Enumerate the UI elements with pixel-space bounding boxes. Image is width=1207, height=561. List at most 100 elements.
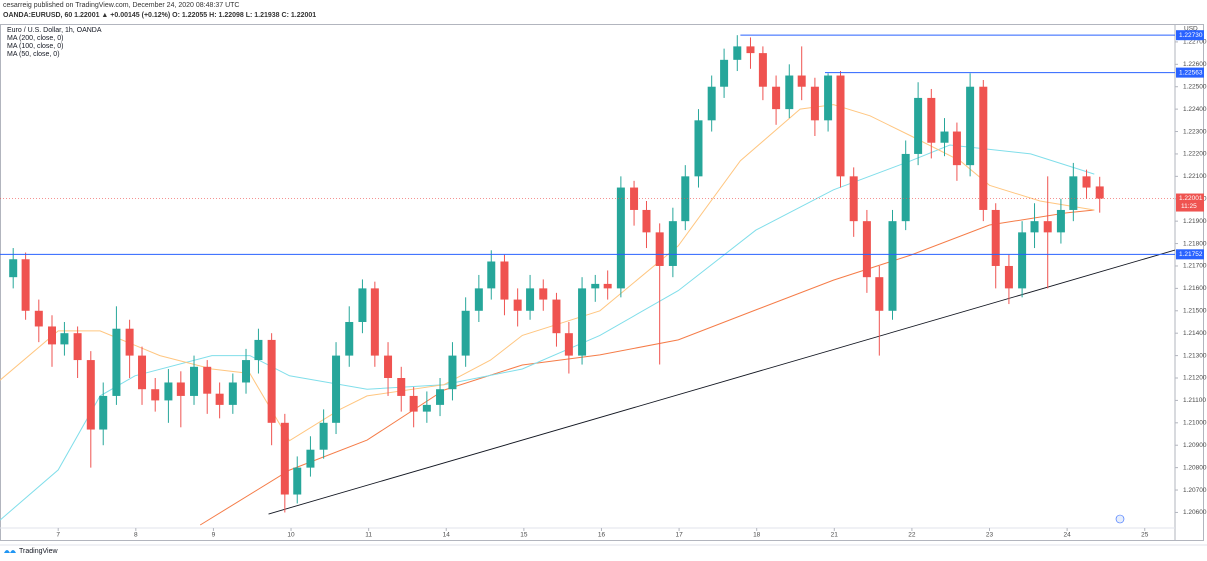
- y-tick-label: 1.22400: [1183, 106, 1207, 113]
- y-tick-label: 1.20600: [1183, 509, 1207, 516]
- candle-body: [901, 153, 910, 222]
- candle-body: [694, 120, 703, 177]
- candle-body: [73, 333, 82, 361]
- candle-body: [47, 326, 56, 345]
- y-tick-label: 1.22200: [1183, 151, 1207, 158]
- x-tick-label: 16: [598, 532, 606, 539]
- candle-body: [254, 339, 263, 361]
- brand: TradingView: [19, 548, 58, 555]
- candle-body: [436, 389, 445, 405]
- candle-body: [384, 355, 393, 379]
- candle-body: [242, 360, 251, 383]
- candle-body: [1004, 265, 1013, 289]
- candle-body: [513, 299, 522, 311]
- y-tick-label: 1.22500: [1183, 83, 1207, 90]
- y-tick-label: 1.21600: [1183, 285, 1207, 292]
- x-tick-label: 14: [443, 532, 451, 539]
- level-label: 1.21752: [1179, 251, 1203, 258]
- candle-body: [190, 366, 199, 396]
- x-tick-label: 24: [1064, 532, 1072, 539]
- candle-body: [836, 75, 845, 177]
- y-tick-label: 1.21300: [1183, 352, 1207, 359]
- candle-body: [785, 75, 794, 110]
- candle-body: [21, 259, 30, 311]
- level-label-box: [1176, 249, 1204, 260]
- candle-body: [810, 86, 819, 121]
- candle-body: [99, 395, 108, 430]
- candle-body: [60, 333, 69, 345]
- candle-body: [474, 288, 483, 311]
- y-tick-label: 1.22100: [1183, 173, 1207, 180]
- candle-body: [228, 382, 237, 405]
- candle-body: [358, 288, 367, 322]
- candle-body: [448, 355, 457, 390]
- candle-body: [526, 288, 535, 311]
- y-tick-label: 1.22600: [1183, 61, 1207, 68]
- ma-line: [199, 209, 1095, 526]
- x-tick-label: 15: [520, 532, 528, 539]
- candle-body: [824, 75, 833, 121]
- candle-body: [293, 467, 302, 495]
- candle-body: [409, 395, 418, 412]
- candle-body: [500, 261, 509, 300]
- candle-body: [397, 378, 406, 396]
- y-tick-label: 1.20800: [1183, 464, 1207, 471]
- candle-body: [487, 261, 496, 289]
- x-tick-label: 21: [831, 532, 839, 539]
- candle-body: [203, 366, 212, 394]
- current-price-time: 11:25: [1181, 203, 1197, 210]
- candle-body: [914, 97, 923, 154]
- candle-body: [164, 382, 173, 401]
- x-tick-label: 25: [1141, 532, 1149, 539]
- chart-title: Euro / U.S. Dollar, 1h, OANDA: [7, 27, 102, 34]
- y-tick-label: 1.22700: [1183, 39, 1207, 46]
- candle-body: [151, 389, 160, 401]
- candle-body: [862, 221, 871, 278]
- candle-body: [849, 176, 858, 222]
- candle-body: [991, 209, 1000, 266]
- y-tick-label: 1.22300: [1183, 128, 1207, 135]
- current-price-label: 1.22001: [1179, 195, 1203, 202]
- x-tick-label: 18: [753, 532, 761, 539]
- x-tick-label: 22: [908, 532, 916, 539]
- candle-body: [9, 259, 18, 278]
- candle-body: [578, 288, 587, 356]
- candle-body: [306, 449, 315, 468]
- symbol-line: OANDA:EURUSD, 60 1.22001 ▲ +0.00145 (+0.…: [3, 12, 316, 19]
- candle-body: [539, 288, 548, 300]
- candle-body: [1018, 232, 1027, 289]
- candle-body: [642, 209, 651, 233]
- candle-body: [319, 422, 328, 450]
- candle-body: [888, 221, 897, 311]
- x-tick-label: 17: [675, 532, 683, 539]
- candle-body: [668, 221, 677, 266]
- current-price-box: [1176, 193, 1204, 212]
- candle-body: [422, 404, 431, 412]
- y-tick-label: 1.21400: [1183, 330, 1207, 337]
- y-tick-label: 1.20900: [1183, 442, 1207, 449]
- candle-body: [797, 75, 806, 87]
- y-tick-label: 1.21200: [1183, 375, 1207, 382]
- author-line: cesarreig published on TradingView.com, …: [3, 2, 239, 9]
- candle-body: [280, 422, 289, 495]
- x-tick-label: 11: [365, 532, 372, 539]
- icon: [1115, 514, 1125, 524]
- level-label-box: [1176, 67, 1204, 78]
- candle-body: [746, 46, 755, 54]
- candle-body: [591, 283, 600, 289]
- ma-line: [0, 144, 1095, 521]
- y-tick-label: 1.21800: [1183, 240, 1207, 247]
- candle-body: [952, 131, 961, 166]
- candle-body: [138, 355, 147, 390]
- candle-body: [655, 232, 664, 266]
- candle-body: [215, 393, 224, 405]
- candle-body: [34, 310, 43, 327]
- trendline: [268, 249, 1175, 515]
- candle-body: [681, 176, 690, 222]
- y-tick-label: 1.21900: [1183, 218, 1207, 225]
- y-tick-label: 1.21700: [1183, 263, 1207, 270]
- candle-body: [630, 187, 639, 210]
- brand-logo: [4, 550, 16, 553]
- candle-body: [1069, 176, 1078, 210]
- candle-body: [112, 328, 121, 396]
